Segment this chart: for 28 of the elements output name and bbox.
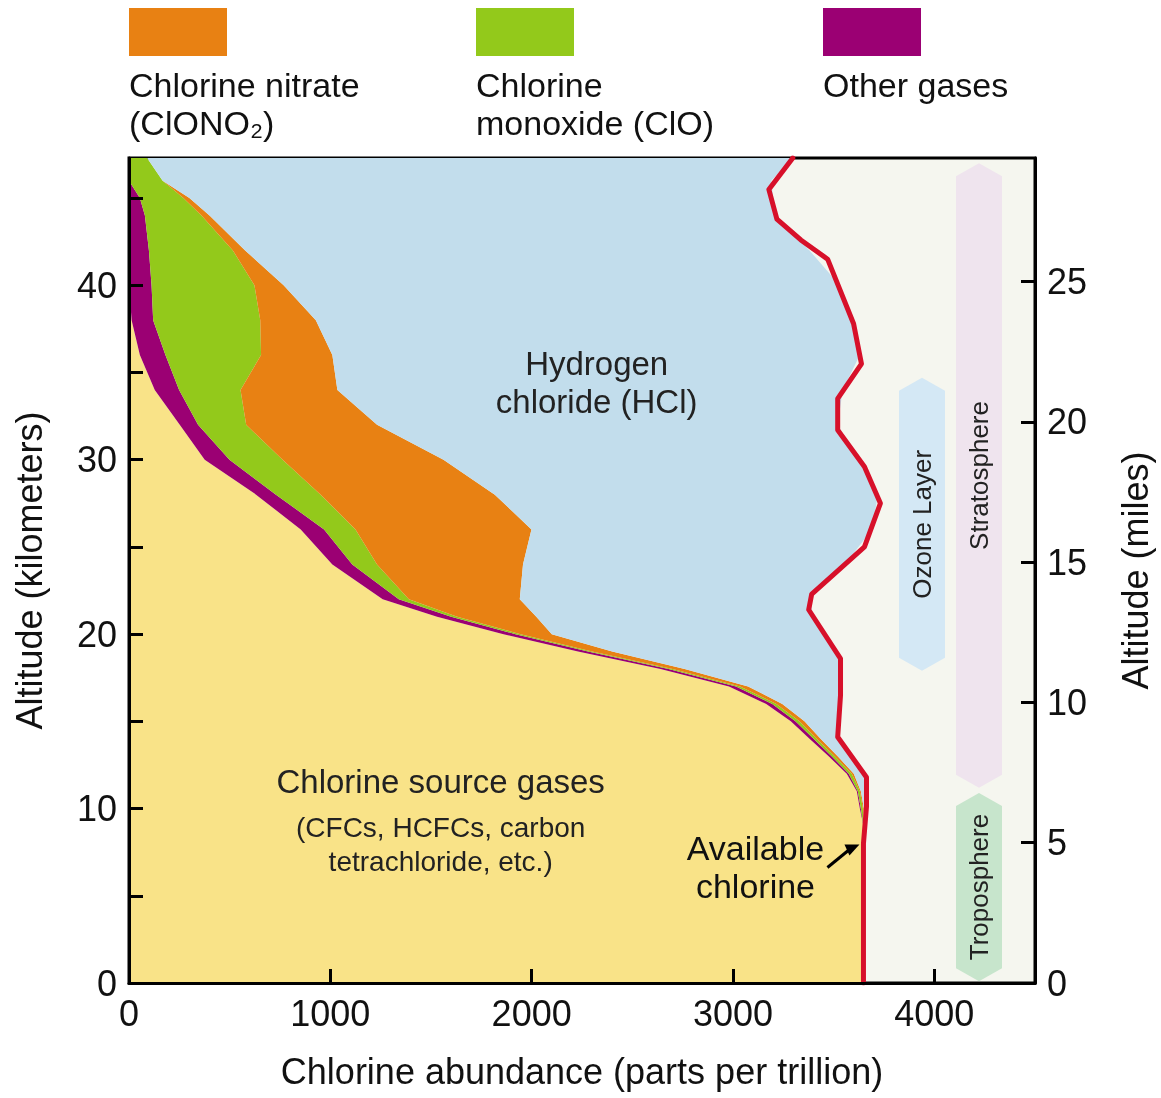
series-label: Hydrogen chloride (HCl) (495, 344, 698, 420)
legend-label: Other gases (823, 66, 1009, 104)
legend-label: Chlorine monoxide (ClO) (476, 66, 715, 142)
y-tick-label: 0 (96, 962, 117, 1004)
band-label: Stratosphere (964, 401, 994, 550)
series-label: Chlorine source gases (276, 762, 605, 800)
y-tick-label: 10 (76, 788, 117, 830)
y-tick-label: 20 (76, 613, 117, 655)
y2-tick-label: 20 (1047, 401, 1088, 443)
annotation: (CFCs, HCFCs, carbon tetrachloride, etc.) (295, 811, 586, 877)
y2-tick-label: 15 (1047, 541, 1088, 583)
x-tick-label: 1000 (290, 992, 371, 1034)
y2-tick-label: 0 (1047, 962, 1068, 1004)
band-label: Ozone Layer (907, 449, 937, 599)
y2-tick-label: 5 (1047, 822, 1068, 864)
y-tick-label: 30 (76, 439, 117, 481)
y-tick-label: 40 (76, 264, 117, 306)
x-axis-title: Chlorine abundance (parts per trillion) (280, 1050, 884, 1092)
x-tick-label: 3000 (692, 992, 774, 1034)
x-tick-label: 2000 (491, 992, 572, 1034)
y2-axis-title: Altitude (miles) (1114, 451, 1156, 690)
y2-tick-label: 10 (1047, 681, 1088, 723)
y-axis-title: Altitude (kilometers) (8, 411, 50, 730)
band-label: Troposphere (964, 813, 994, 961)
series-label: Available chlorine (686, 829, 825, 906)
x-tick-label: 4000 (894, 992, 975, 1034)
legend-label: Chlorine nitrate (ClONO₂) (129, 66, 370, 142)
y2-tick-label: 25 (1047, 260, 1088, 302)
